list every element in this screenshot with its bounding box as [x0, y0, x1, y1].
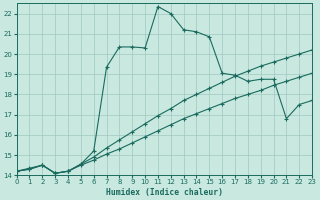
X-axis label: Humidex (Indice chaleur): Humidex (Indice chaleur) — [106, 188, 223, 197]
